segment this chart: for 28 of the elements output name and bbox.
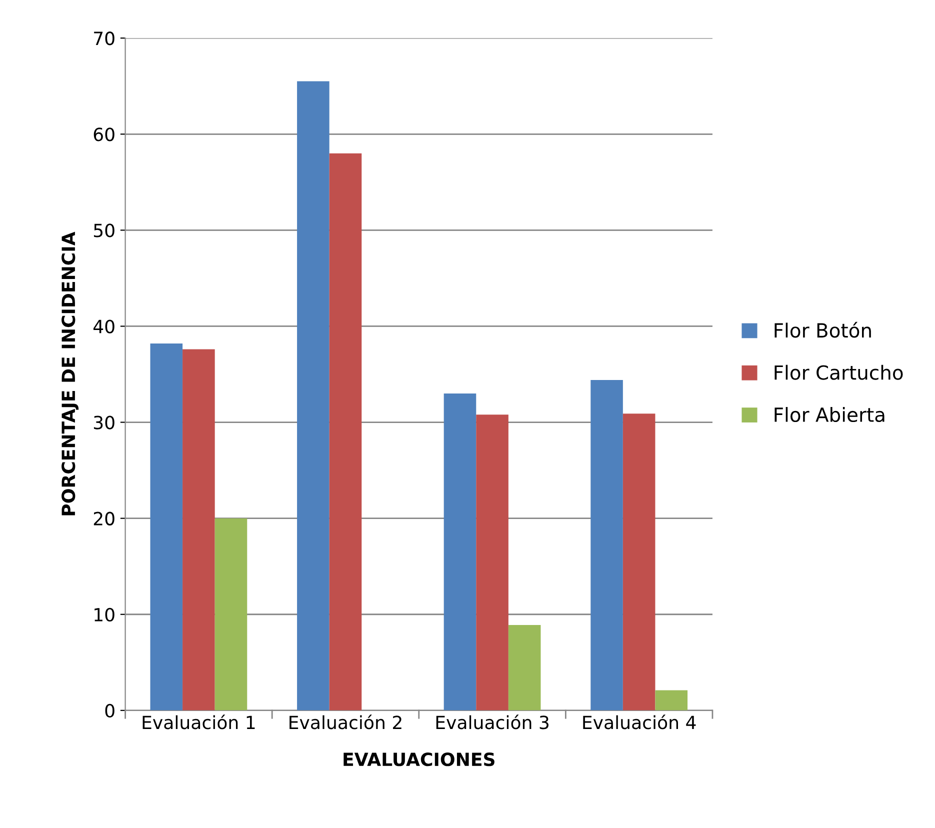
bar [622,414,656,710]
bar [329,153,362,710]
bar [655,690,688,710]
x-tick-label: Evaluación 3 [436,714,548,730]
y-tick-label: 40 [93,320,114,334]
x-tick-label: Evaluación 2 [290,714,402,730]
y-tick-label: 20 [94,512,114,526]
bar [214,518,248,710]
bar [476,414,508,710]
bar [590,380,623,710]
y-tick-label: 70 [94,32,114,46]
legend-label: Flor Botón [774,322,871,338]
y-axis-title: PORCENTAJE DE INCIDENCIA [62,232,79,516]
x-axis-title: EVALUACIONES [344,752,494,766]
bar [444,393,476,710]
x-tick-label: Evaluación 4 [583,714,696,730]
y-tick-label: 10 [94,608,114,622]
bar [182,349,215,710]
bar [508,624,541,710]
bar [297,81,330,710]
legend-label: Flor Cartucho [774,364,903,380]
bar [150,344,183,710]
x-tick-label: Evaluación 1 [142,714,255,730]
y-tick-label: 60 [94,128,114,142]
y-tick-label: 50 [94,224,114,238]
legend-label: Flor Abierta [774,407,884,422]
y-tick-label: 0 [105,704,114,718]
y-tick-label: 30 [94,416,114,430]
